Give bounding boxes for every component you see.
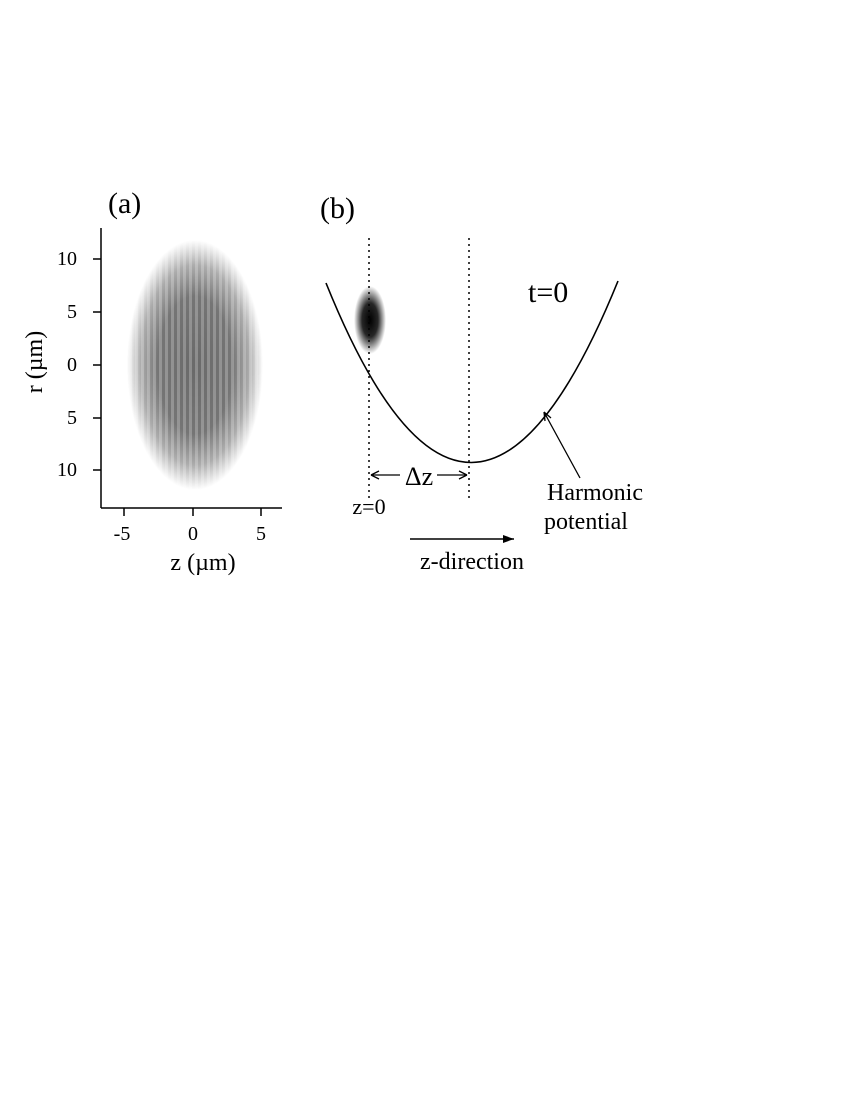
x-tick-label: -5 — [114, 523, 131, 545]
panel-b-label: (b) — [320, 192, 355, 225]
x-tick-label: 5 — [256, 523, 266, 545]
potential-label-line1: Harmonic — [547, 480, 643, 506]
time-label: t=0 — [528, 276, 568, 309]
y-tick-label: 5 — [67, 301, 77, 323]
panel-a-label: (a) — [108, 187, 141, 220]
y-axis: 10 5 0 5 10 r (µm) — [22, 228, 102, 508]
x-axis: -5 0 5 z (µm) — [101, 507, 282, 576]
displaced-condensate — [354, 286, 386, 354]
y-tick-label: 10 — [57, 248, 77, 270]
delta-z-label: Δz — [405, 462, 433, 491]
y-tick-label: 0 — [67, 354, 77, 376]
potential-label-line2: potential — [544, 509, 628, 535]
x-tick-label: 0 — [188, 523, 198, 545]
y-axis-label: r (µm) — [22, 331, 48, 393]
y-tick-label: 5 — [67, 407, 77, 429]
x-axis-label: z (µm) — [170, 550, 235, 576]
displacement-arrow — [370, 470, 468, 480]
harmonic-potential-curve — [325, 280, 619, 464]
direction-label: z-direction — [420, 549, 524, 575]
direction-arrow — [410, 535, 514, 543]
potential-pointer-arrow — [543, 411, 581, 479]
z0-label: z=0 — [352, 494, 385, 519]
y-tick-label: 10 — [57, 459, 77, 481]
condensate-density-image — [127, 240, 263, 490]
